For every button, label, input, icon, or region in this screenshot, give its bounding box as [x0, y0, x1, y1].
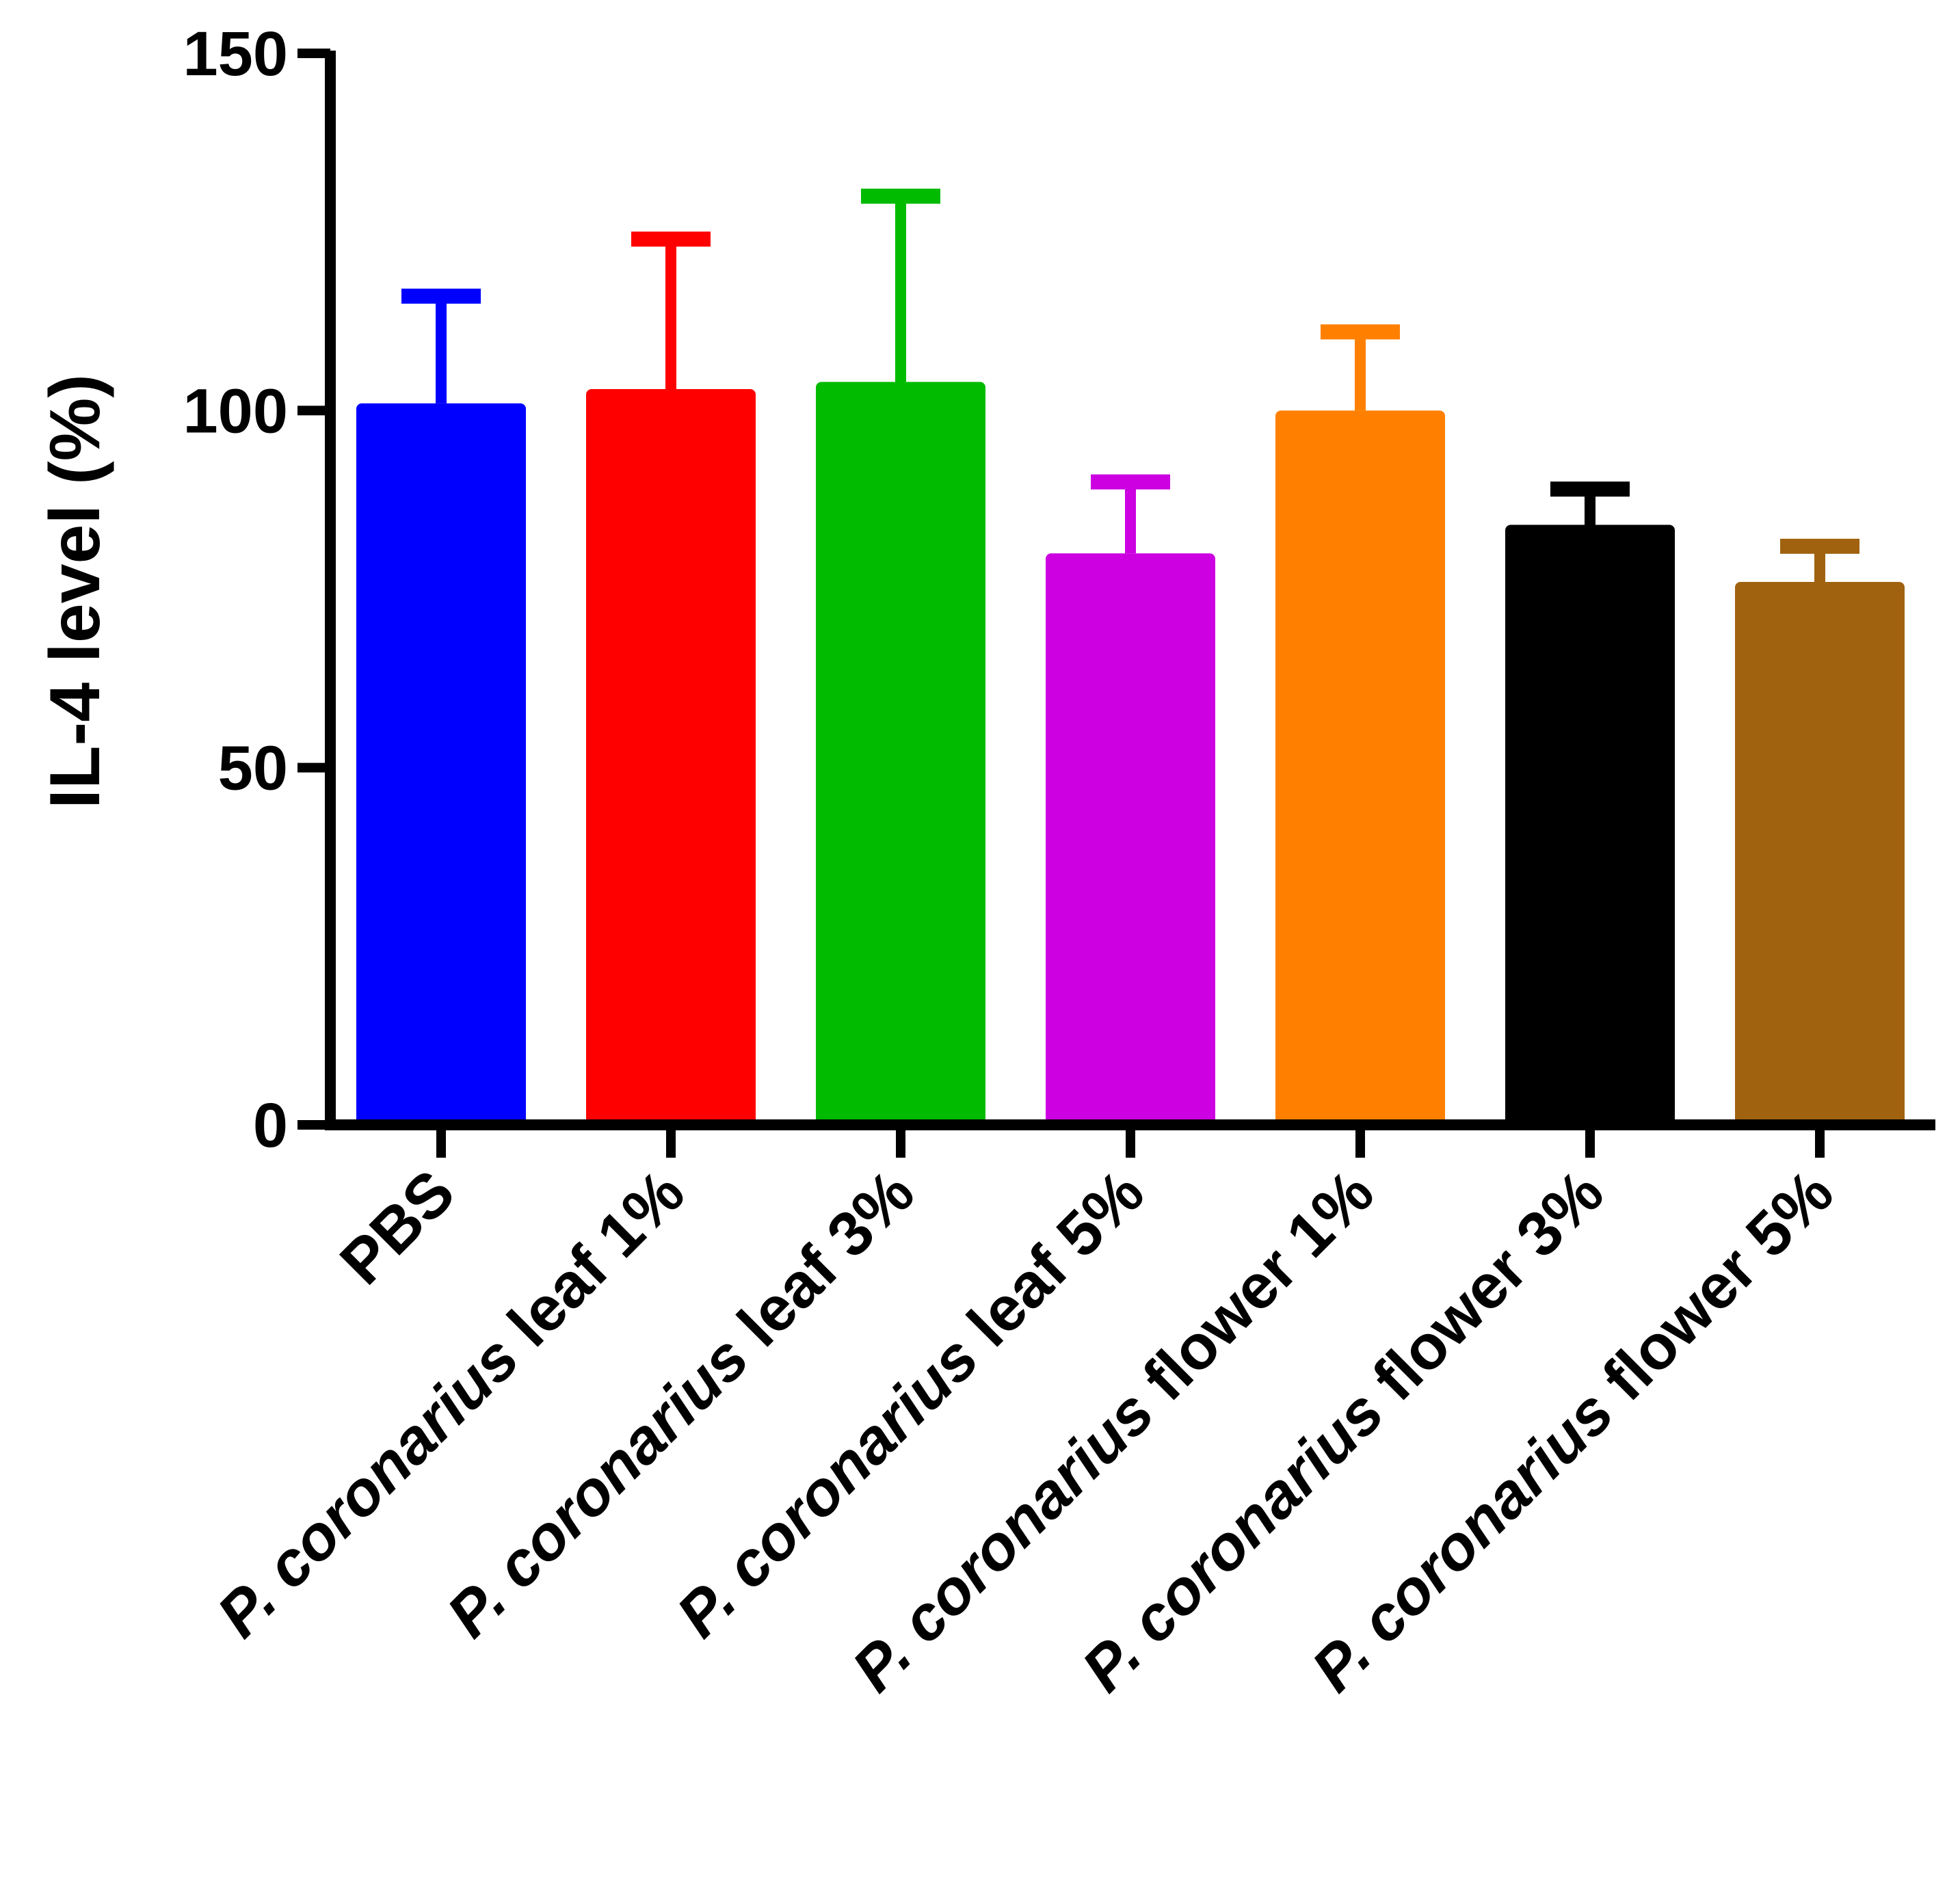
bar-0 — [356, 403, 526, 1125]
y-tick-label-0: 0 — [253, 1091, 288, 1160]
bar-4 — [1275, 410, 1445, 1126]
y-axis-label: IL-4 level (%) — [36, 374, 115, 809]
y-tick-label-2: 100 — [183, 376, 289, 446]
bar-5 — [1505, 524, 1675, 1125]
bar-1 — [586, 388, 756, 1125]
x-tick-label-3: P. coronarius leaf 5% — [663, 1157, 1157, 1651]
x-tick-label-0: PBS — [327, 1157, 468, 1298]
x-tick-label-text-6: flower 5% — [1577, 1157, 1846, 1426]
bar-3 — [1046, 553, 1215, 1125]
x-tick-label-1: P. coronarius leaf 1% — [204, 1157, 698, 1651]
bar-6 — [1735, 582, 1905, 1125]
x-tick-label-text-3: leaf 5% — [942, 1157, 1157, 1372]
bar-2 — [816, 382, 985, 1126]
y-tick-label-3: 150 — [183, 19, 289, 89]
x-tick-label-text-0: PBS — [327, 1157, 468, 1298]
x-tick-label-2: P. coronarius leaf 3% — [434, 1157, 927, 1651]
y-tick-label-1: 50 — [218, 734, 288, 803]
x-tick-label-text-2: leaf 3% — [713, 1157, 927, 1372]
x-tick-label-text-1: leaf 1% — [483, 1157, 698, 1372]
